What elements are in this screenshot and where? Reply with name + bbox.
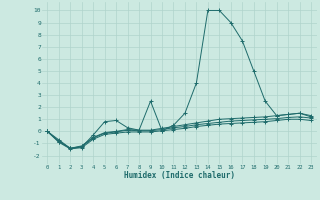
X-axis label: Humidex (Indice chaleur): Humidex (Indice chaleur) [124, 171, 235, 180]
